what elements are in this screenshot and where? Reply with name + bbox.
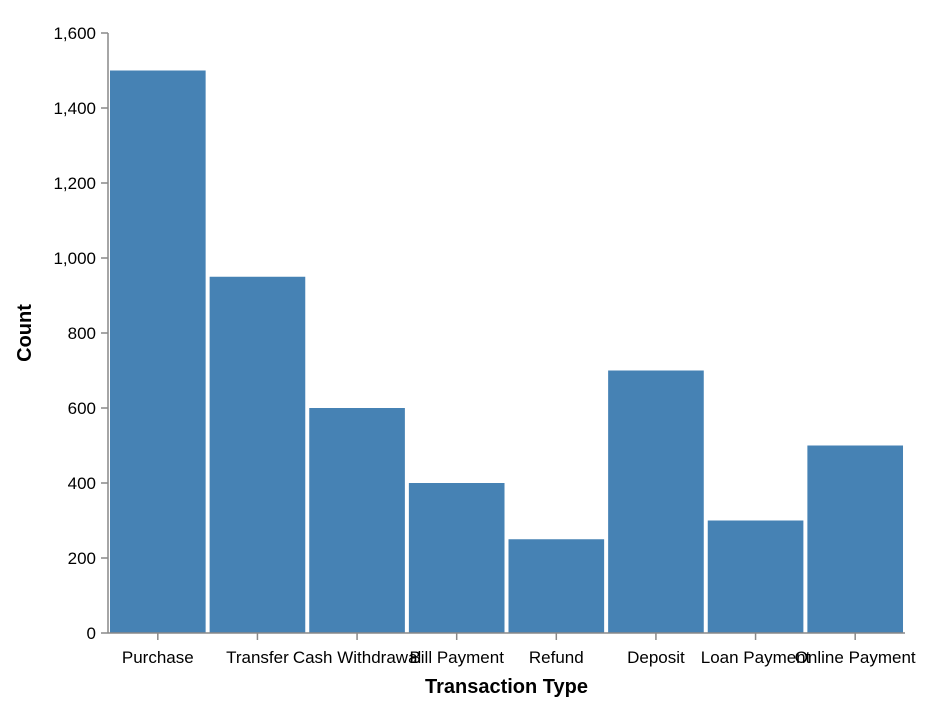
y-tick-label: 800 (68, 324, 96, 343)
x-tick-label: Bill Payment (409, 648, 504, 667)
x-tick-label: Loan Payment (701, 648, 811, 667)
y-axis: 0 200 400 600 800 1,000 1,200 1,400 1,600 (53, 24, 109, 643)
bars-group (110, 70, 904, 633)
y-tick-label: 1,600 (53, 24, 96, 43)
y-tick-label: 200 (68, 549, 96, 568)
x-tick-label: Deposit (627, 648, 685, 667)
bar-bill-payment (408, 483, 505, 633)
bar-purchase (110, 70, 206, 633)
x-tick-label: Purchase (122, 648, 194, 667)
y-axis-title: Count (14, 304, 36, 362)
bar-deposit (608, 370, 704, 633)
x-tick-label: Refund (529, 648, 584, 667)
bar-refund (508, 539, 605, 633)
y-tick-label: 1,200 (53, 174, 96, 193)
x-axis-title: Transaction Type (425, 676, 588, 698)
y-tick-label: 1,000 (53, 249, 96, 268)
bar-loan-payment (707, 520, 804, 633)
x-tick-label: Online Payment (795, 648, 916, 667)
bar-transfer (209, 276, 306, 633)
bar-cash-withdrawal (309, 408, 405, 633)
y-tick-label: 1,400 (53, 99, 96, 118)
y-tick-label: 600 (68, 399, 96, 418)
x-tick-label: Transfer (226, 648, 289, 667)
x-tick-label: Cash Withdrawal (293, 648, 422, 667)
bar-online-payment (807, 445, 904, 633)
y-tick-label: 0 (87, 624, 96, 643)
y-tick-label: 400 (68, 474, 96, 493)
